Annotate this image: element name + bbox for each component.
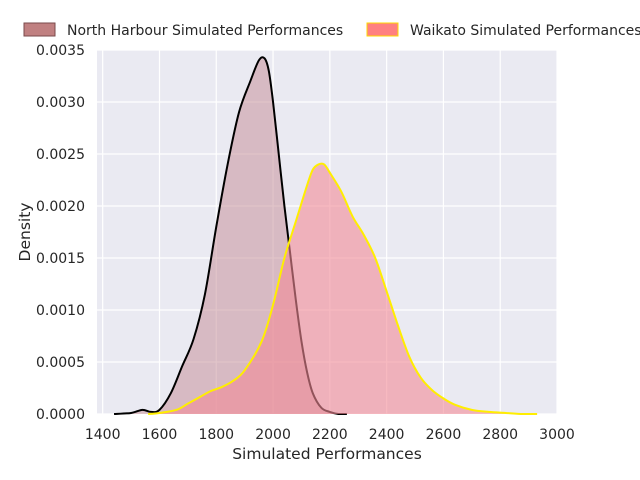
x-tick-label: 1400 xyxy=(85,427,121,443)
x-tick-label: 1600 xyxy=(142,427,178,443)
legend-item-waikato: Waikato Simulated Performances xyxy=(366,22,640,39)
x-tick-label: 3000 xyxy=(539,427,575,443)
y-tick-labels: 0.0000 0.0005 0.0010 0.0015 0.0020 0.0025 0.00… xyxy=(36,43,85,423)
x-tick-label: 2000 xyxy=(255,427,291,443)
x-tick-label: 2200 xyxy=(312,427,348,443)
x-tick-labels: 1400 1600 1800 2000 2200 2400 2600 2800 3000 xyxy=(85,427,575,443)
legend-swatch xyxy=(23,22,56,37)
y-tick-label: 0.0025 xyxy=(36,147,85,163)
y-tick-label: 0.0020 xyxy=(36,199,85,215)
x-tick-label: 2800 xyxy=(482,427,518,443)
legend-item-north-harbour: North Harbour Simulated Performances xyxy=(23,22,343,39)
x-axis-label: Simulated Performances xyxy=(232,445,422,463)
y-tick-label: 0.0005 xyxy=(36,355,85,371)
series-layer xyxy=(113,56,538,415)
y-tick-label: 0.0000 xyxy=(36,407,85,423)
waikato-density-area xyxy=(148,163,538,414)
y-tick-label: 0.0010 xyxy=(36,303,85,319)
y-axis-label: Density xyxy=(16,203,34,262)
x-tick-label: 1800 xyxy=(198,427,234,443)
y-tick-label: 0.0015 xyxy=(36,251,85,267)
legend: North Harbour Simulated Performances Waik… xyxy=(23,22,640,39)
legend-label: Waikato Simulated Performances xyxy=(410,23,640,39)
x-tick-label: 2400 xyxy=(369,427,405,443)
legend-swatch xyxy=(366,22,399,37)
y-tick-label: 0.0035 xyxy=(36,43,85,59)
waikato-density-line xyxy=(148,162,538,415)
legend-label: North Harbour Simulated Performances xyxy=(67,23,343,39)
x-tick-label: 2600 xyxy=(426,427,462,443)
y-tick-label: 0.0030 xyxy=(36,95,85,111)
